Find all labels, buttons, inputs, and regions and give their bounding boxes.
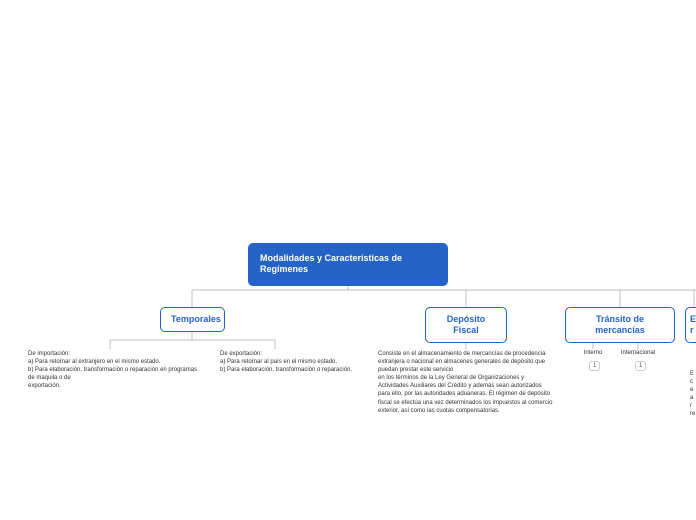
- branch-label-line2: r: [690, 325, 694, 335]
- leaf-internacional-count: 1: [635, 361, 646, 371]
- branch-transito[interactable]: Tránsito de mercancías: [565, 307, 675, 343]
- leaf-deposito-desc: Consiste en el almacenamiento de mercanc…: [378, 350, 553, 415]
- leaf-interno-label: Interno: [578, 350, 608, 356]
- branch-label: Tránsito de mercancías: [595, 314, 645, 335]
- branch-elaboracion[interactable]: E r: [685, 307, 696, 343]
- leaf-elaboracion-desc: Ecearre: [690, 370, 696, 419]
- branch-label: Temporales: [171, 314, 221, 324]
- branch-label: Depósito Fiscal: [447, 314, 486, 335]
- root-title: Modalidades y Características de Regímen…: [260, 253, 402, 274]
- leaf-importacion: De importación:a) Para retornar al extra…: [28, 350, 203, 390]
- branch-deposito[interactable]: Depósito Fiscal: [425, 307, 507, 343]
- leaf-internacional-label: Internacional: [615, 350, 661, 356]
- branch-temporales[interactable]: Temporales: [160, 307, 225, 332]
- root-node: Modalidades y Características de Regímen…: [248, 243, 448, 286]
- branch-label-line1: E: [690, 314, 696, 324]
- leaf-exportacion: De exportación:a) Para retornar al país …: [220, 350, 375, 374]
- leaf-interno-count: 1: [589, 361, 600, 371]
